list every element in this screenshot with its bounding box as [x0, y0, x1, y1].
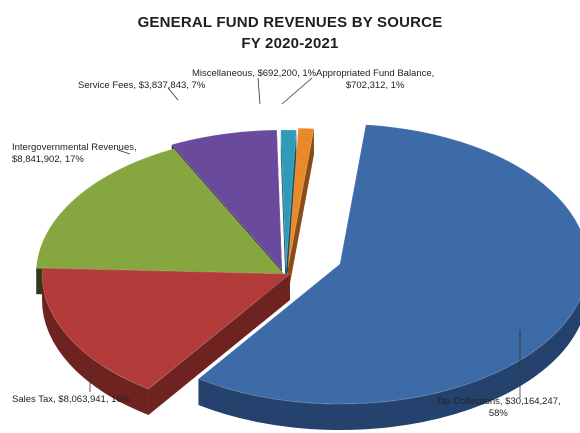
leader-line-intergovernmental-revenues: [117, 149, 131, 155]
slice-service-fees: [170, 129, 283, 272]
slice-label-service-fees: Service Fees, $3,837,843, 7%: [78, 80, 206, 91]
chart-subtitle: FY 2020-2021: [241, 35, 339, 52]
slice-label-appropriated-fund-balance: Appropriated Fund Balance, $702,312, 1%: [316, 68, 435, 91]
slice-wall-miscellaneous: [280, 130, 286, 296]
slice-appropriated-fund-balance: [287, 127, 315, 269]
slice-intergovernmental-revenues: [35, 148, 286, 275]
leader-line-miscellaneous: [257, 77, 261, 105]
slice-wall-end-miscellaneous: [286, 130, 297, 296]
slice-rim-tax-collections: [198, 299, 580, 430]
slice-label-miscellaneous: Miscellaneous, $692,200, 1%: [192, 68, 317, 79]
chart-title: GENERAL FUND REVENUES BY SOURCE: [137, 14, 443, 31]
slice-label-intergovernmental-revenues: Intergovernmental Revenues, $8,841,902, …: [12, 142, 137, 165]
leader-line-appropriated-fund-balance: [281, 77, 313, 105]
slice-wall-end-appropriated-fund-balance: [288, 128, 314, 294]
slice-label-tax-collections: Tax Collections, $30,164,247, 58%: [436, 396, 561, 419]
slice-miscellaneous: [280, 129, 297, 271]
slice-label-sales-tax: Sales Tax, $8,063,941, 16%: [12, 394, 131, 405]
leader-line-service-fees: [167, 87, 179, 101]
slice-rim-sales-tax: [41, 274, 149, 415]
slice-sales-tax: [41, 267, 292, 390]
slice-tax-collections: [197, 124, 580, 405]
slice-wall-sales-tax: [148, 274, 290, 415]
